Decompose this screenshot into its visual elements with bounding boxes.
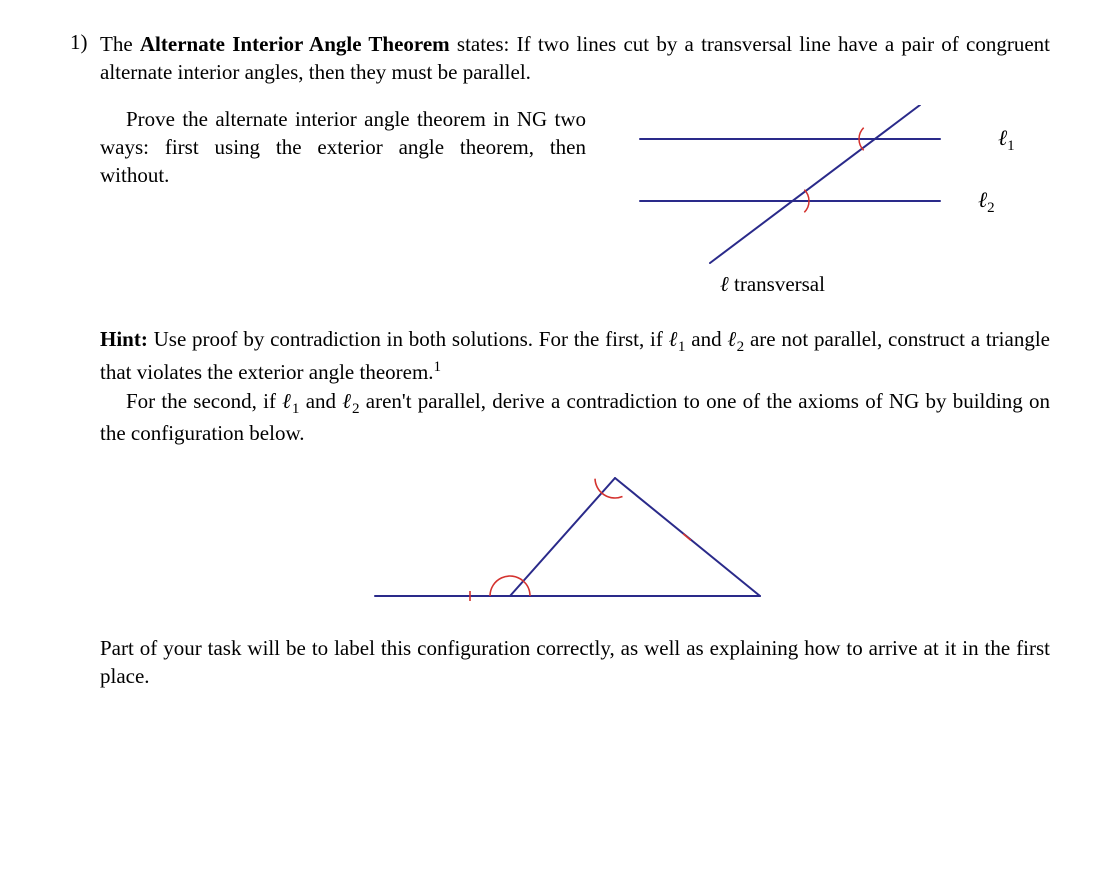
theorem-name: Alternate Interior Angle Theorem bbox=[140, 32, 450, 56]
svg-text:ℓ transversal: ℓ transversal bbox=[720, 272, 825, 296]
hint2-a: For the second, if bbox=[126, 389, 282, 413]
task-para: Part of your task will be to label this … bbox=[100, 634, 1050, 691]
svg-text:ℓ2: ℓ2 bbox=[978, 187, 995, 216]
theorem-statement: The Alternate Interior Angle Theorem sta… bbox=[100, 30, 1050, 87]
problem-1: 1) The Alternate Interior Angle Theorem … bbox=[70, 30, 1050, 690]
figure-1: ℓ1 ℓ2 ℓ transversal bbox=[610, 105, 1050, 305]
page-container: 1) The Alternate Interior Angle Theorem … bbox=[0, 0, 1110, 730]
figure-2-container bbox=[100, 466, 1050, 616]
problem-number: 1) bbox=[70, 30, 100, 55]
hint-label: Hint: bbox=[100, 327, 148, 351]
prove-text: Prove the alternate interior angle theor… bbox=[100, 105, 586, 190]
svg-text:ℓ1: ℓ1 bbox=[998, 125, 1015, 154]
hint-text-a: Use proof by contradiction in both solut… bbox=[148, 327, 669, 351]
hint-text-b: and bbox=[685, 327, 727, 351]
figure-1-container: ℓ1 ℓ2 ℓ transversal bbox=[610, 105, 1050, 305]
problem-body: The Alternate Interior Angle Theorem sta… bbox=[100, 30, 1050, 690]
figure-2 bbox=[355, 466, 795, 616]
ell2-sub-b: 2 bbox=[352, 401, 360, 417]
theorem-prefix: The bbox=[100, 32, 140, 56]
hint-para-1: Hint: Use proof by contradiction in both… bbox=[100, 325, 1050, 387]
ell2-b: ℓ bbox=[342, 389, 352, 413]
hint-block: Hint: Use proof by contradiction in both… bbox=[100, 325, 1050, 448]
footnote-marker: 1 bbox=[434, 359, 442, 375]
hint-para-2: For the second, if ℓ1 and ℓ2 aren't para… bbox=[100, 387, 1050, 448]
hint2-b: and bbox=[299, 389, 342, 413]
ell1-a: ℓ bbox=[669, 327, 678, 351]
prove-text-content: Prove the alternate interior angle theor… bbox=[100, 107, 586, 188]
ell2-a: ℓ bbox=[727, 327, 736, 351]
prove-row: Prove the alternate interior angle theor… bbox=[100, 105, 1050, 305]
ell1-b: ℓ bbox=[282, 389, 292, 413]
